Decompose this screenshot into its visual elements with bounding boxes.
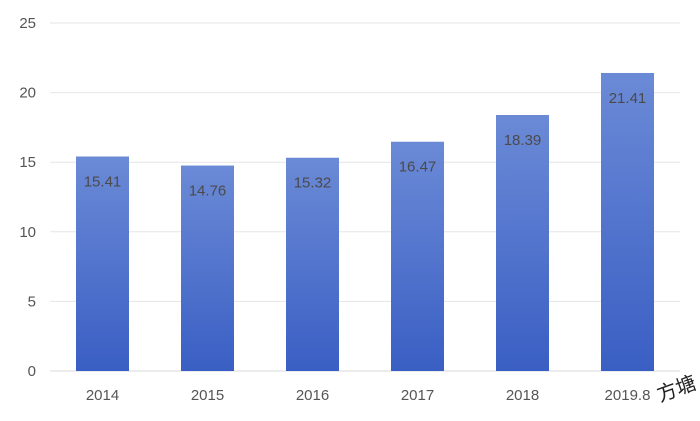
y-tick-label: 5 [28,293,36,310]
watermark-logo: 方塘 [654,370,700,406]
x-tick-label: 2015 [191,387,224,404]
data-labels: 15.41 14.76 15.32 16.47 18.39 21.41 [84,90,647,200]
bar-2019.8 [601,72,654,371]
bars [76,72,654,371]
data-label: 15.32 [294,175,332,192]
data-label: 18.39 [504,132,542,149]
data-label: 15.41 [84,173,122,190]
bar-2016 [286,157,339,371]
y-tick-label: 15 [19,154,36,171]
bar-2015 [181,165,234,371]
gridlines [50,22,680,372]
bar-2017 [391,141,444,371]
x-tick-label: 2018 [506,387,539,404]
y-tick-label: 25 [19,15,36,32]
data-label: 16.47 [399,159,437,176]
bar-2018 [496,115,549,371]
x-axis-ticks: 2014 2015 2016 2017 2018 2019.8 [86,387,651,404]
x-tick-label: 2016 [296,387,329,404]
y-axis-ticks: 0 5 10 15 20 25 [19,15,36,380]
x-tick-label: 2017 [401,387,434,404]
bar-2014 [76,156,129,371]
data-label: 21.41 [609,90,647,107]
x-tick-label: 2019.8 [605,387,651,404]
x-tick-label: 2014 [86,387,119,404]
y-tick-label: 0 [28,363,36,380]
watermark-text: 方塘 [654,370,700,406]
y-tick-label: 20 [19,85,36,102]
y-tick-label: 10 [19,224,36,241]
data-label: 14.76 [189,183,227,200]
